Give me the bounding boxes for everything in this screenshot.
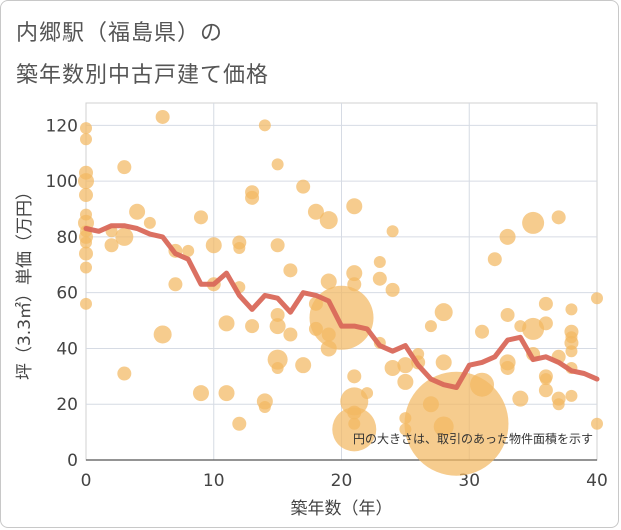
data-bubble bbox=[269, 318, 286, 335]
data-bubble bbox=[192, 385, 209, 402]
y-tick-label: 20 bbox=[56, 395, 78, 415]
data-bubble bbox=[346, 265, 363, 282]
data-bubble bbox=[565, 303, 578, 316]
data-bubble bbox=[475, 324, 490, 339]
data-bubble bbox=[434, 303, 453, 322]
data-bubble bbox=[270, 307, 285, 322]
data-bubble bbox=[332, 407, 377, 452]
y-tick-label: 100 bbox=[46, 172, 78, 192]
data-bubble bbox=[385, 282, 400, 297]
data-bubble bbox=[435, 354, 452, 371]
data-bubble bbox=[522, 317, 545, 340]
data-bubble bbox=[373, 255, 386, 268]
data-bubble bbox=[320, 273, 337, 290]
data-bubble bbox=[233, 242, 246, 255]
data-bubble bbox=[117, 160, 132, 175]
data-bubble bbox=[245, 319, 260, 334]
chart-title-line1: 内郷駅（福島県）の bbox=[16, 21, 224, 46]
data-bubble bbox=[372, 271, 387, 286]
y-tick-label: 0 bbox=[67, 451, 78, 471]
data-bubble bbox=[79, 246, 93, 261]
data-bubble bbox=[117, 366, 132, 381]
data-bubble bbox=[232, 416, 247, 431]
data-bubble bbox=[319, 211, 338, 230]
data-bubble bbox=[80, 236, 92, 249]
data-bubble bbox=[500, 307, 515, 322]
data-bubble bbox=[258, 401, 271, 414]
data-bubble bbox=[512, 390, 529, 407]
y-tick-label: 80 bbox=[56, 228, 78, 248]
data-bubble bbox=[538, 383, 553, 398]
data-bubble bbox=[115, 227, 134, 246]
x-tick-label: 10 bbox=[203, 471, 225, 491]
data-bubble bbox=[487, 252, 502, 267]
x-tick-label: 30 bbox=[458, 471, 480, 491]
data-bubble bbox=[258, 119, 271, 132]
data-bubble bbox=[267, 349, 288, 370]
data-bubble bbox=[218, 385, 235, 402]
data-bubble bbox=[80, 261, 92, 274]
data-bubble bbox=[155, 109, 170, 124]
data-bubble bbox=[271, 158, 284, 171]
x-tick-label: 40 bbox=[586, 471, 608, 491]
data-bubble bbox=[551, 210, 566, 225]
y-tick-label: 120 bbox=[46, 116, 78, 136]
data-bubble bbox=[565, 345, 578, 358]
data-bubble bbox=[538, 296, 553, 311]
data-bubble bbox=[296, 179, 311, 194]
chart-title-line2: 築年数別中古戸建て価格 bbox=[16, 63, 270, 88]
data-bubble bbox=[500, 360, 515, 375]
y-tick-label: 40 bbox=[56, 339, 78, 359]
x-tick-label: 0 bbox=[81, 471, 92, 491]
data-bubble bbox=[346, 198, 363, 215]
data-bubble bbox=[397, 357, 414, 374]
x-axis-label: 築年数（年） bbox=[291, 499, 393, 519]
data-bubble bbox=[347, 369, 362, 384]
data-bubble bbox=[361, 387, 374, 400]
data-bubble bbox=[386, 225, 399, 238]
data-bubble bbox=[347, 277, 362, 292]
data-bubble bbox=[307, 203, 324, 220]
data-bubble bbox=[168, 277, 183, 292]
data-bubble bbox=[591, 292, 603, 305]
data-bubble bbox=[104, 238, 119, 253]
data-bubble bbox=[470, 372, 495, 397]
data-bubble bbox=[80, 133, 92, 146]
data-bubble bbox=[499, 228, 516, 245]
y-axis-label: 坪（3.3㎡）単価（万円） bbox=[15, 183, 35, 380]
data-bubble bbox=[80, 297, 92, 310]
data-bubble bbox=[384, 359, 401, 376]
x-tick-label: 20 bbox=[331, 471, 353, 491]
data-bubble bbox=[182, 244, 195, 257]
y-tick-label: 60 bbox=[56, 284, 78, 304]
data-bubble bbox=[153, 325, 172, 344]
data-bubble bbox=[538, 316, 553, 331]
data-bubble bbox=[80, 122, 92, 135]
data-bubble bbox=[245, 190, 260, 205]
data-bubble bbox=[143, 216, 156, 229]
data-bubble bbox=[424, 320, 437, 333]
data-bubble bbox=[295, 357, 312, 374]
data-bubble bbox=[283, 327, 298, 342]
data-bubble bbox=[591, 417, 603, 430]
data-bubble bbox=[283, 263, 298, 278]
data-bubble bbox=[271, 361, 284, 374]
data-bubble bbox=[565, 389, 578, 402]
average-price-line bbox=[83, 223, 600, 390]
data-bubble bbox=[270, 238, 285, 253]
data-bubble bbox=[404, 371, 509, 476]
data-bubble bbox=[539, 373, 552, 386]
data-bubble bbox=[205, 237, 222, 254]
data-bubble bbox=[79, 188, 93, 203]
data-bubble bbox=[552, 398, 565, 411]
bubble-size-note: 円の大きさは、取引のあった物件面積を示す bbox=[353, 431, 593, 446]
data-bubble bbox=[218, 315, 235, 332]
data-bubble bbox=[129, 203, 146, 220]
data-bubble bbox=[522, 211, 545, 234]
data-bubble bbox=[397, 373, 414, 390]
data-bubble bbox=[78, 173, 94, 190]
data-bubble bbox=[193, 210, 208, 225]
